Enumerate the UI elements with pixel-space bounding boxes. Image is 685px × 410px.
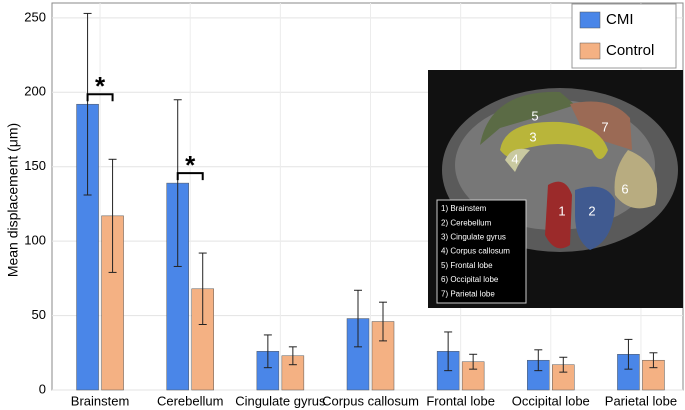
error-bar [83, 12, 92, 196]
marks: ** [76, 12, 665, 391]
inset-legend-label: 6) Occipital lobe [441, 275, 499, 284]
inset-legend-label: 1) Brainstem [441, 204, 487, 213]
y-tick-label: 150 [24, 158, 46, 173]
y-tick-label: 200 [24, 84, 46, 99]
x-tick-label: Cerebellum [157, 393, 223, 408]
x-tick-label: Brainstem [71, 393, 130, 408]
region-callosum [505, 148, 530, 172]
error-bar [198, 252, 207, 326]
y-tick-label: 0 [39, 381, 46, 396]
inset-image: 1 2 34 5 6 7 1) Brainstem 2) Cerebellum 3) Cingu… [428, 70, 683, 308]
legend-swatch [579, 11, 601, 29]
region-number: 4 [511, 151, 518, 166]
x-tick-label: Cingulate gyrus [235, 393, 326, 408]
error-bar [108, 158, 117, 273]
error-bar [534, 349, 543, 372]
error-bar [444, 331, 453, 372]
legend-swatch [579, 42, 601, 60]
region-frontal [480, 91, 575, 145]
y-tick-label: 50 [32, 307, 46, 322]
inset-legend-label: 2) Cerebellum [441, 218, 492, 227]
inset-legend-label: 3) Cingulate gyrus [441, 233, 506, 242]
region-brainstem [545, 181, 572, 249]
error-bar [469, 353, 478, 370]
x-tick-label: Corpus callosum [322, 393, 419, 408]
significance-label: * [185, 150, 196, 180]
error-bar [288, 346, 297, 366]
x-tick-label: Occipital lobe [512, 393, 590, 408]
significance-bracket [86, 93, 114, 102]
legend-label: CMI [606, 11, 634, 28]
error-bar [559, 356, 568, 373]
region-number: 6 [621, 181, 628, 196]
y-tick-label: 250 [24, 9, 46, 24]
y-axis-label: Mean displacement (μm) [5, 123, 21, 277]
region-number: 3 [529, 129, 536, 144]
x-tick-label: Frontal lobe [426, 393, 495, 408]
inset-legend-label: 5) Frontal lobe [441, 261, 493, 270]
inset-legend-label: 7) Parietal lobe [441, 289, 495, 298]
error-bar [624, 338, 633, 370]
region-occipital [614, 150, 658, 209]
inset-legend-label: 4) Corpus callosum [441, 247, 510, 256]
y-tick-label: 100 [24, 233, 46, 248]
error-bar [263, 334, 272, 369]
error-bar [649, 352, 658, 369]
region-number: 5 [531, 108, 538, 123]
legend-label: Control [606, 42, 654, 59]
region-cerebellum [575, 186, 615, 250]
region-cingulate [500, 121, 608, 159]
region-number: 2 [588, 203, 595, 218]
inset-legend [436, 199, 527, 304]
region-parietal [570, 101, 632, 150]
significance-label: * [95, 71, 106, 101]
significance-bracket [176, 172, 204, 181]
region-number: 1 [558, 203, 565, 218]
error-bar [173, 99, 182, 267]
legend: CMI Control [571, 3, 677, 69]
error-bar [379, 301, 387, 342]
x-tick-label: Parietal lobe [605, 393, 677, 408]
region-number: 7 [601, 119, 608, 134]
error-bar [354, 289, 362, 348]
